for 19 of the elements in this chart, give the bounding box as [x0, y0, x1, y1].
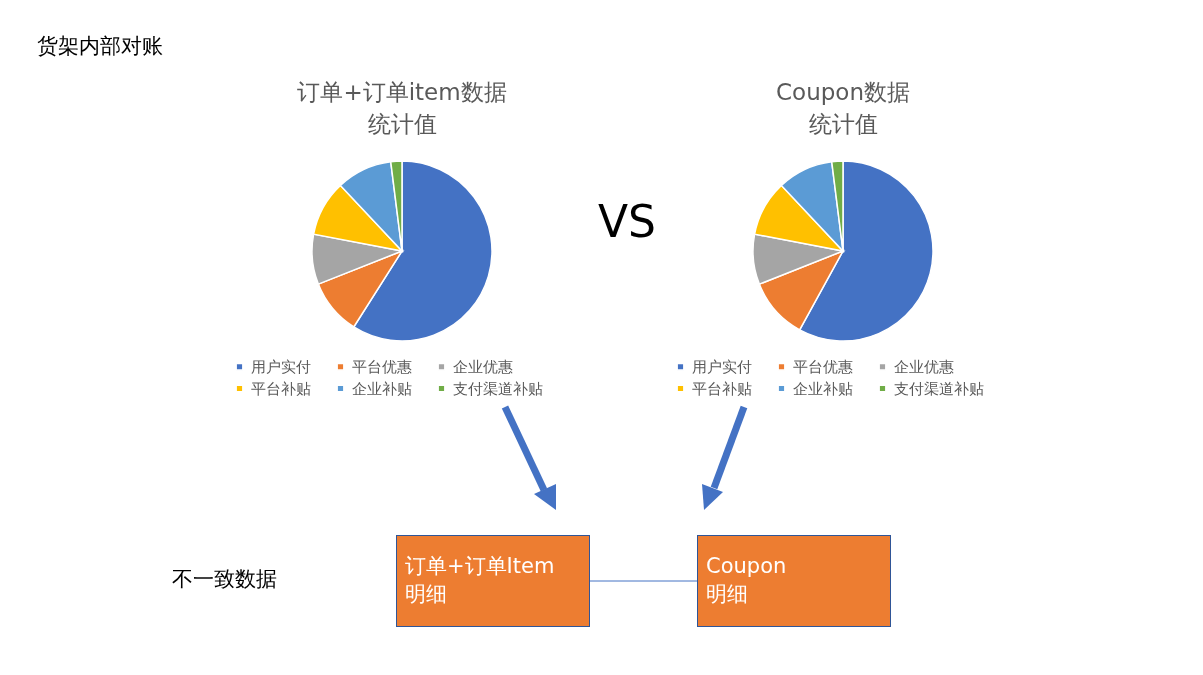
chart-title: 订单+订单item数据统计值 [296, 78, 508, 139]
legend-label: 企业补贴 [793, 379, 853, 398]
text: 订单+订单Item 明细 [396, 535, 590, 627]
legend-label: 用户实付 [251, 357, 311, 376]
legend-label: 企业优惠 [453, 357, 513, 376]
legend-label: 企业补贴 [352, 379, 412, 398]
text: Coupon 明细 [697, 535, 891, 627]
legend-label: 支付渠道补贴 [894, 379, 984, 398]
chart-title: Coupon数据统计值 [775, 78, 911, 139]
text: 不一致数据 [172, 566, 277, 593]
legend-label: 企业优惠 [894, 357, 954, 376]
text: 货架内部对账 [37, 33, 163, 60]
legend-label: 平台优惠 [352, 357, 412, 376]
legend-label: 平台补贴 [692, 379, 752, 398]
legend-label: 支付渠道补贴 [453, 379, 543, 398]
legend-label: 平台补贴 [251, 379, 311, 398]
legend-label: 用户实付 [692, 357, 752, 376]
legend-label: 平台优惠 [793, 357, 853, 376]
text: VS [598, 196, 657, 247]
